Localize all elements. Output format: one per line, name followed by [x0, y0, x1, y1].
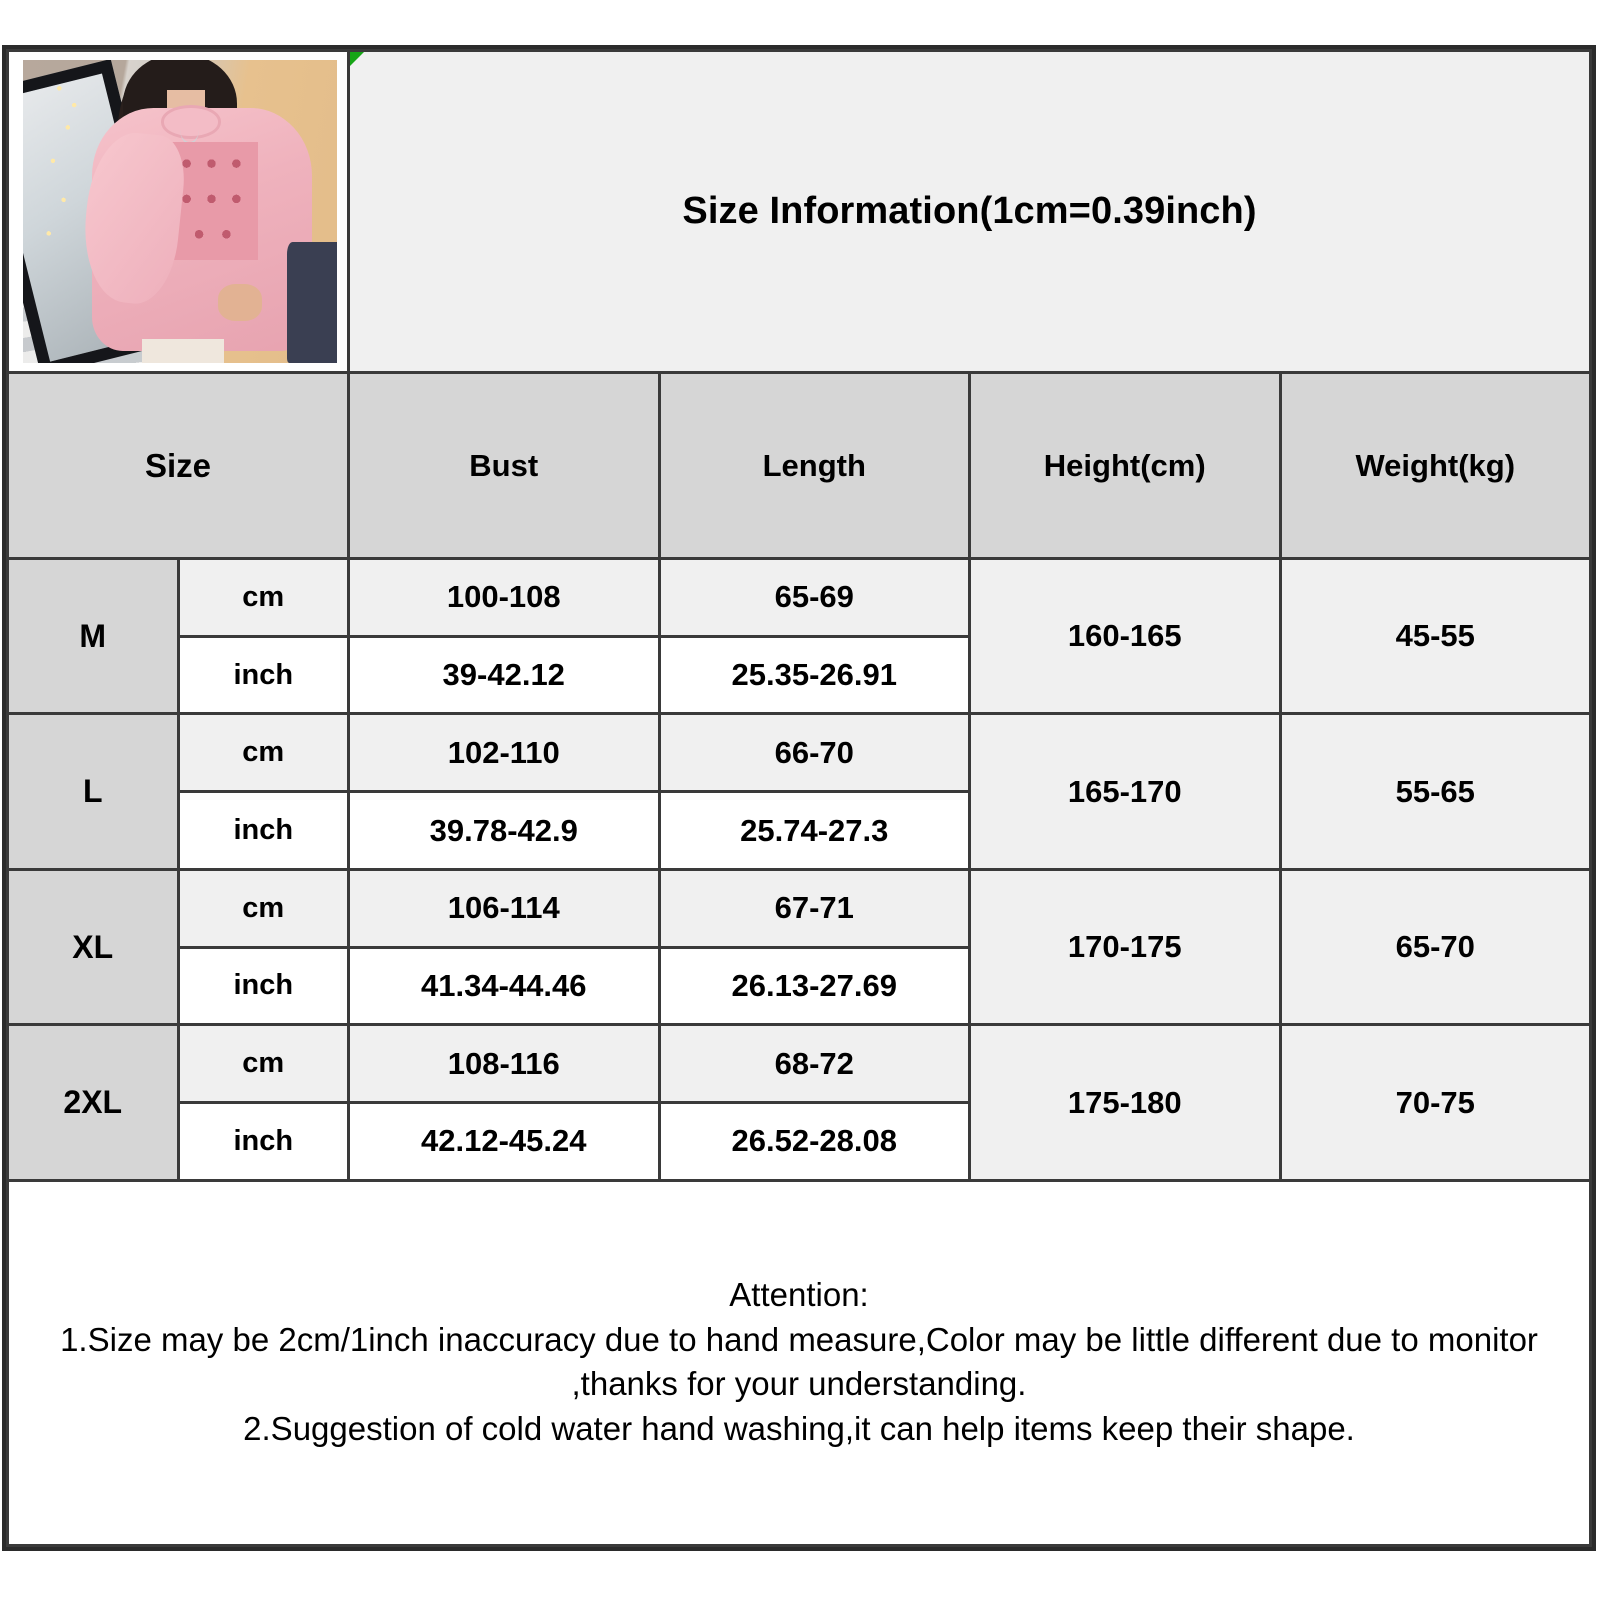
length-inch-m: 25.35-26.91 [657, 634, 971, 716]
height-xl: 170-175 [968, 867, 1282, 1027]
length-cm-m: 65-69 [657, 557, 971, 638]
bust-inch-l: 39.78-42.9 [347, 790, 661, 871]
bust-cm-xl: 106-114 [347, 867, 661, 949]
table-header-row: Size Bust Length Height(cm) Weight(kg) [6, 371, 1592, 560]
bust-inch-m: 39-42.12 [347, 634, 661, 716]
product-photo [23, 60, 337, 363]
table-row: 2XL cm 108-116 68-72 175-180 70-75 [6, 1023, 1592, 1182]
bust-cm-m: 100-108 [347, 557, 661, 638]
column-header-weight: Weight(kg) [1278, 371, 1592, 560]
unit-cm-l: cm [176, 712, 350, 794]
attention-row: Attention: 1.Size may be 2cm/1inch inacc… [6, 1178, 1592, 1548]
length-cm-xl: 67-71 [657, 867, 971, 949]
bust-cm-l: 102-110 [347, 712, 661, 794]
height-m: 160-165 [968, 556, 1282, 716]
column-header-length: Length [657, 371, 971, 560]
table-row: M cm 100-108 65-69 160-165 45-55 [6, 556, 1592, 716]
title-cell: Size Information(1cm=0.39inch) [347, 49, 1592, 374]
bust-inch-xl: 41.34-44.46 [347, 945, 661, 1027]
unit-cm-xl: cm [176, 867, 350, 949]
size-label-xl: XL [6, 867, 180, 1027]
length-cm-2xl: 68-72 [657, 1023, 971, 1105]
column-header-bust: Bust [347, 371, 661, 560]
product-photo-cell [6, 49, 350, 374]
attention-heading: Attention: [729, 1275, 869, 1313]
table-top-band: Size Information(1cm=0.39inch) [6, 49, 1592, 374]
photo-handbag [286, 241, 337, 363]
table-row: inch 41.34-44.46 26.13-27.69 [8, 945, 1591, 1027]
column-header-height: Height(cm) [968, 371, 1282, 560]
unit-cm-m: cm [176, 557, 350, 638]
table-row: L cm 102-110 66-70 165-170 55-65 [6, 712, 1592, 871]
size-chart-sheet: Size Information(1cm=0.39inch) Size Bust… [2, 45, 1596, 1551]
unit-inch-l: inch [176, 790, 350, 871]
size-information-table: Size Information(1cm=0.39inch) Size Bust… [6, 49, 1592, 1548]
bust-cm-2xl: 108-116 [347, 1023, 661, 1105]
length-inch-l: 25.74-27.3 [657, 790, 971, 871]
size-label-m: M [6, 556, 180, 716]
length-cm-l: 66-70 [657, 712, 971, 794]
length-inch-xl: 26.13-27.69 [657, 945, 971, 1027]
table-row: inch 42.12-45.24 26.52-28.08 [8, 1101, 1591, 1182]
weight-l: 55-65 [1278, 712, 1592, 871]
height-l: 165-170 [968, 712, 1282, 871]
weight-2xl: 70-75 [1278, 1023, 1592, 1182]
unit-cm-2xl: cm [176, 1023, 350, 1105]
table-row: XL cm 106-114 67-71 170-175 65-70 [6, 867, 1592, 1027]
unit-inch-m: inch [176, 634, 350, 716]
weight-xl: 65-70 [1278, 867, 1592, 1027]
length-inch-2xl: 26.52-28.08 [657, 1101, 971, 1182]
size-label-2xl: 2XL [6, 1023, 180, 1182]
photo-necklace [180, 115, 199, 144]
photo-model-hand [217, 284, 262, 321]
column-header-size: Size [6, 371, 350, 560]
attention-cell: Attention: 1.Size may be 2cm/1inch inacc… [6, 1178, 1592, 1548]
table-row: inch 39-42.12 25.35-26.91 [8, 634, 1591, 716]
table-row: inch 39.78-42.9 25.74-27.3 [8, 790, 1591, 871]
attention-line-2: 2.Suggestion of cold water hand washing,… [243, 1410, 1355, 1448]
height-2xl: 175-180 [968, 1023, 1282, 1182]
attention-line-1: 1.Size may be 2cm/1inch inaccuracy due t… [60, 1321, 1538, 1402]
green-corner-marker-icon [350, 52, 364, 66]
page-title: Size Information(1cm=0.39inch) [682, 190, 1257, 232]
unit-inch-xl: inch [176, 945, 350, 1027]
photo-pants [142, 338, 224, 363]
bust-inch-2xl: 42.12-45.24 [347, 1101, 661, 1182]
size-label-l: L [6, 712, 180, 871]
unit-inch-2xl: inch [176, 1101, 350, 1182]
weight-m: 45-55 [1278, 556, 1592, 716]
